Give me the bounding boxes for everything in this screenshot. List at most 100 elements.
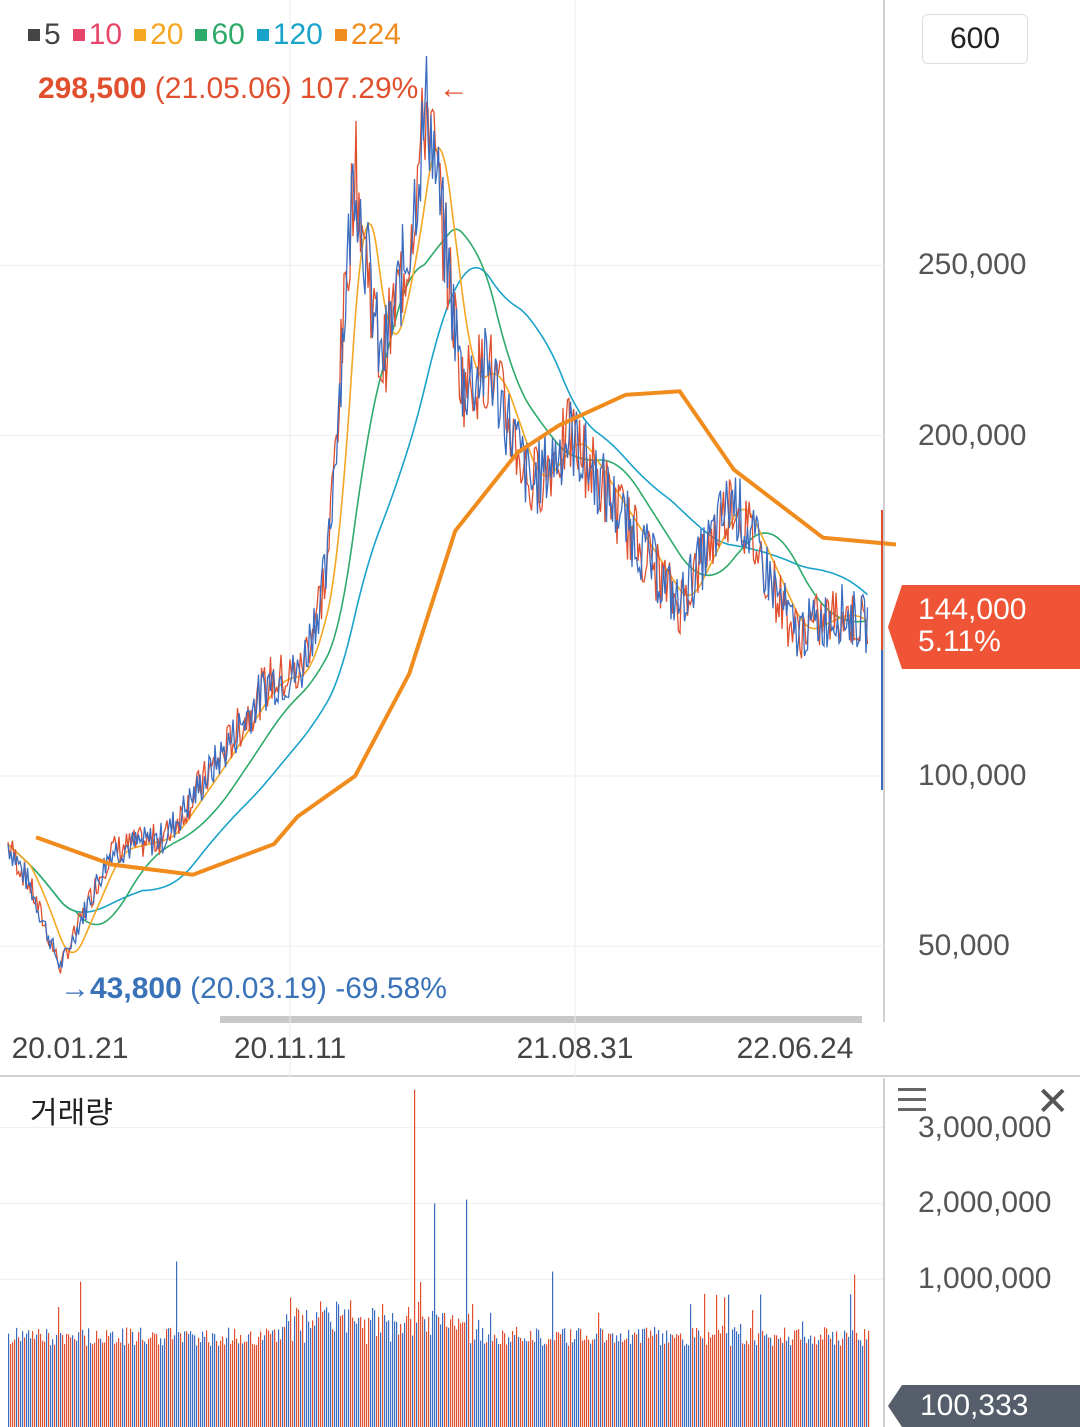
volume-bar [664, 1343, 666, 1427]
right-arrow-icon: → [60, 972, 90, 1005]
volume-bar [458, 1318, 460, 1427]
volume-bar [164, 1338, 166, 1427]
hamburger-menu-icon[interactable] [898, 1088, 934, 1118]
volume-bar [850, 1294, 852, 1427]
legend-label: 10 [88, 18, 123, 51]
volume-bar [404, 1322, 406, 1427]
volume-bar [334, 1331, 336, 1427]
volume-bar [868, 1330, 870, 1427]
volume-bar [858, 1339, 860, 1427]
volume-bar [654, 1327, 656, 1427]
scroll-bar[interactable] [220, 1016, 862, 1023]
ma120-line [7, 266, 869, 913]
volume-bar [340, 1316, 342, 1427]
volume-bar [128, 1343, 130, 1427]
volume-bar [352, 1317, 354, 1427]
volume-bar [58, 1307, 60, 1427]
volume-bar [746, 1340, 748, 1427]
volume-bar [542, 1345, 544, 1427]
volume-bar [554, 1340, 556, 1427]
volume-bar [778, 1338, 780, 1427]
volume-bar [538, 1329, 540, 1427]
ma224-line [35, 389, 897, 877]
volume-bar [482, 1327, 484, 1427]
volume-bar [694, 1337, 696, 1427]
volume-bar [846, 1332, 848, 1427]
volume-bar [134, 1344, 136, 1427]
volume-bar [676, 1334, 678, 1427]
volume-bar [470, 1343, 472, 1427]
legend-swatch [256, 29, 269, 41]
volume-bar [54, 1344, 56, 1427]
legend-label: 224 [350, 18, 401, 51]
volume-bar [282, 1326, 284, 1427]
volume-bar [758, 1333, 760, 1427]
volume-bar [836, 1331, 838, 1427]
volume-bar [506, 1344, 508, 1427]
volume-bar [422, 1316, 424, 1427]
volume-bar [262, 1340, 264, 1427]
volume-bar [414, 1089, 416, 1427]
volume-bar [804, 1336, 806, 1427]
volume-bar [312, 1320, 314, 1427]
volume-bar [488, 1334, 490, 1427]
period-button[interactable]: 600 [922, 14, 1028, 64]
volume-bar [432, 1310, 434, 1427]
high-pct: 107.29% [299, 72, 419, 105]
volume-bar [678, 1335, 680, 1427]
volume-bar [840, 1345, 842, 1427]
volume-bar [548, 1339, 550, 1427]
volume-bar [784, 1327, 786, 1427]
volume-bar [208, 1342, 210, 1427]
legend-item-224: 224 [334, 18, 401, 52]
volume-bar [808, 1339, 810, 1427]
volume-bar [552, 1271, 554, 1427]
close-icon[interactable]: ✕ [1036, 1080, 1070, 1124]
volume-bar [446, 1326, 448, 1427]
volume-bar [238, 1343, 240, 1427]
volume-bar [772, 1345, 774, 1427]
volume-bar [700, 1336, 702, 1427]
volume-bar [628, 1329, 630, 1427]
volume-bar [302, 1314, 304, 1427]
volume-bar [90, 1343, 92, 1427]
volume-bar [394, 1321, 396, 1427]
legend-label: 60 [211, 18, 245, 51]
volume-bar [448, 1327, 450, 1427]
volume-bar [196, 1345, 198, 1427]
volume-bar [300, 1330, 302, 1427]
price-chart[interactable] [0, 0, 1080, 1078]
volume-bar [154, 1333, 156, 1427]
volume-bar [52, 1339, 54, 1427]
volume-bar [236, 1338, 238, 1427]
ma-legend: 5 10 20 60 120 224 [28, 18, 401, 52]
legend-label: 20 [150, 18, 184, 51]
volume-bar [146, 1343, 148, 1427]
volume-bar [644, 1328, 646, 1427]
volume-bar [336, 1301, 338, 1427]
volume-bar [148, 1338, 150, 1427]
volume-bar [440, 1324, 442, 1427]
volume-bar [218, 1345, 220, 1427]
volume-bar [500, 1344, 502, 1427]
volume-bar [344, 1309, 346, 1427]
volume-bar [626, 1338, 628, 1427]
volume-bar [722, 1325, 724, 1427]
volume-bar [286, 1314, 288, 1427]
volume-chart[interactable] [0, 1078, 1080, 1427]
volume-bar [392, 1313, 394, 1427]
volume-bar [320, 1301, 322, 1427]
volume-bar [42, 1340, 44, 1427]
volume-bar [704, 1293, 706, 1427]
volume-bar [462, 1322, 464, 1427]
volume-bar [706, 1344, 708, 1427]
volume-bar [308, 1321, 310, 1427]
volume-bar [792, 1339, 794, 1427]
volume-bar [786, 1340, 788, 1427]
legend-item-60: 60 [195, 18, 245, 52]
volume-bar [220, 1340, 222, 1427]
volume-bar [732, 1329, 734, 1427]
volume-bar [434, 1203, 436, 1427]
volume-bar [172, 1339, 174, 1427]
volume-bar [156, 1334, 158, 1427]
